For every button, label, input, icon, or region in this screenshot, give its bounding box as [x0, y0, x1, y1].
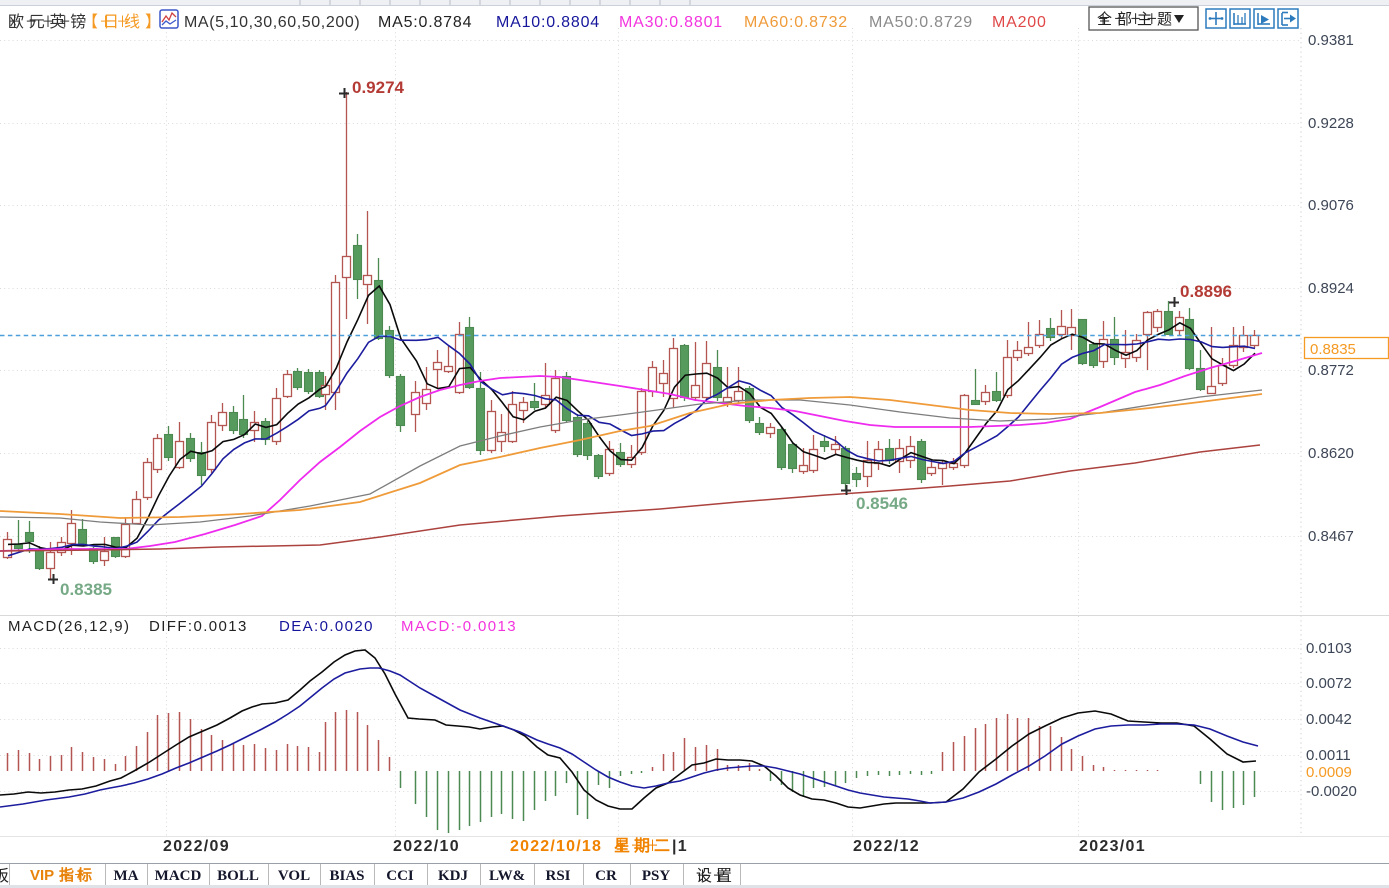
svg-text:0.8772: 0.8772: [1308, 362, 1354, 379]
svg-text:VIP: VIP: [30, 867, 54, 884]
svg-text:RSI: RSI: [545, 868, 570, 884]
svg-text:KDJ: KDJ: [438, 868, 469, 884]
svg-text:0.0009: 0.0009: [1306, 764, 1352, 781]
svg-text:MA(5,10,30,60,50,200): MA(5,10,30,60,50,200): [184, 14, 360, 31]
svg-text:【日线】: 【日线】: [82, 13, 166, 31]
svg-text:DEA:0.0020: DEA:0.0020: [279, 618, 374, 635]
svg-text:VOL: VOL: [278, 868, 310, 884]
svg-text:0.0042: 0.0042: [1306, 711, 1352, 728]
svg-text:星期二: 星期二: [614, 836, 674, 855]
svg-text:0.9274: 0.9274: [352, 78, 405, 97]
svg-text:2023/01: 2023/01: [1079, 838, 1146, 855]
svg-text:2022/09: 2022/09: [163, 838, 230, 855]
svg-text:DIFF:0.0013: DIFF:0.0013: [149, 618, 248, 635]
svg-text:MA10:0.8804: MA10:0.8804: [496, 14, 600, 31]
svg-text:0.0072: 0.0072: [1306, 675, 1352, 692]
svg-text:BOLL: BOLL: [217, 868, 259, 884]
svg-text:欧元英镑: 欧元英镑: [8, 13, 91, 31]
svg-text:MA200: MA200: [992, 14, 1047, 31]
svg-text:|1: |1: [672, 838, 688, 855]
svg-text:2022/10/18: 2022/10/18: [510, 838, 602, 855]
svg-text:MA60:0.8732: MA60:0.8732: [744, 14, 848, 31]
svg-text:0.9381: 0.9381: [1308, 32, 1354, 49]
svg-text:0.8896: 0.8896: [1180, 282, 1232, 301]
svg-text:MA50:0.8729: MA50:0.8729: [869, 14, 973, 31]
svg-text:设置: 设置: [696, 867, 736, 885]
svg-text:0.8620: 0.8620: [1308, 445, 1354, 462]
svg-text:MA30:0.8801: MA30:0.8801: [619, 14, 723, 31]
svg-text:0.8467: 0.8467: [1308, 528, 1354, 545]
svg-text:0.9076: 0.9076: [1308, 197, 1354, 214]
svg-text:-0.0020: -0.0020: [1306, 783, 1357, 800]
svg-text:CCI: CCI: [386, 868, 414, 884]
svg-text:MACD:-0.0013: MACD:-0.0013: [401, 618, 517, 635]
svg-text:MA: MA: [114, 868, 139, 884]
svg-text:MACD(26,12,9): MACD(26,12,9): [8, 618, 130, 635]
svg-text:0.8835: 0.8835: [1310, 341, 1356, 358]
svg-text:0.0103: 0.0103: [1306, 640, 1352, 657]
svg-text:0.8385: 0.8385: [60, 580, 112, 599]
svg-text:CR: CR: [595, 868, 617, 884]
svg-text:板: 板: [0, 867, 9, 885]
svg-text:2022/12: 2022/12: [853, 838, 920, 855]
svg-text:PSY: PSY: [642, 868, 671, 884]
svg-text:0.8546: 0.8546: [856, 494, 908, 513]
svg-text:BIAS: BIAS: [329, 868, 364, 884]
svg-text:全部主题: 全部主题: [1097, 10, 1177, 28]
svg-text:2022/10: 2022/10: [393, 838, 460, 855]
svg-text:MA5:0.8784: MA5:0.8784: [378, 14, 472, 31]
svg-text:0.9228: 0.9228: [1308, 115, 1354, 132]
svg-text:0.0011: 0.0011: [1306, 747, 1351, 764]
svg-text:LW&: LW&: [489, 868, 525, 884]
svg-text:0.8924: 0.8924: [1308, 280, 1354, 297]
svg-text:MACD: MACD: [155, 868, 202, 884]
